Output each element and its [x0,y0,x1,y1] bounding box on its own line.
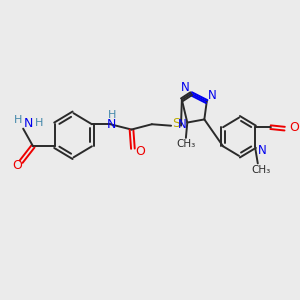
Text: N: N [208,88,217,102]
Text: N: N [181,81,190,94]
Text: S: S [172,117,180,130]
Text: O: O [289,121,298,134]
Text: CH₃: CH₃ [251,165,271,175]
Text: H: H [14,115,22,125]
Text: N: N [24,117,33,130]
Text: N: N [258,144,266,157]
Text: O: O [135,145,145,158]
Text: O: O [12,159,22,172]
Text: N: N [178,118,187,130]
Text: CH₃: CH₃ [176,139,196,149]
Text: N: N [107,118,116,131]
Text: H: H [35,118,43,128]
Text: H: H [107,110,116,120]
